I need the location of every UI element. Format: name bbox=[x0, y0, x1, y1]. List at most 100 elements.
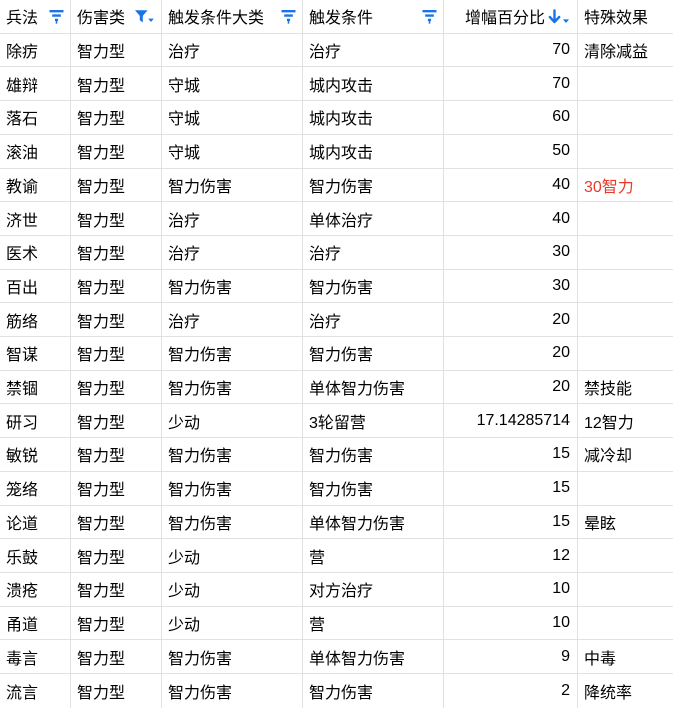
sort-desc-icon[interactable] bbox=[547, 8, 570, 25]
cell-boost-percent[interactable]: 10 bbox=[444, 606, 578, 640]
cell-trigger-category[interactable]: 智力伤害 bbox=[162, 370, 303, 404]
cell-boost-percent[interactable]: 70 bbox=[444, 33, 578, 67]
cell-damage-type[interactable]: 智力型 bbox=[71, 572, 162, 606]
cell-trigger-category[interactable]: 守城 bbox=[162, 134, 303, 168]
cell-skill-name[interactable]: 笼络 bbox=[0, 471, 71, 505]
cell-special-effect[interactable] bbox=[578, 269, 673, 303]
cell-trigger-condition[interactable]: 单体智力伤害 bbox=[303, 640, 444, 674]
cell-damage-type[interactable]: 智力型 bbox=[71, 438, 162, 471]
cell-special-effect[interactable] bbox=[578, 235, 673, 269]
cell-skill-name[interactable]: 智谋 bbox=[0, 337, 71, 370]
filter-icon[interactable] bbox=[49, 9, 64, 24]
cell-trigger-condition[interactable]: 单体智力伤害 bbox=[303, 505, 444, 539]
cell-trigger-condition[interactable]: 智力伤害 bbox=[303, 471, 444, 505]
cell-skill-name[interactable]: 雄辩 bbox=[0, 67, 71, 101]
cell-trigger-condition[interactable]: 单体治疗 bbox=[303, 202, 444, 235]
cell-boost-percent[interactable]: 15 bbox=[444, 471, 578, 505]
cell-boost-percent[interactable]: 9 bbox=[444, 640, 578, 674]
cell-trigger-category[interactable]: 治疗 bbox=[162, 303, 303, 337]
cell-special-effect[interactable] bbox=[578, 303, 673, 337]
cell-skill-name[interactable]: 乐鼓 bbox=[0, 539, 71, 572]
cell-skill-name[interactable]: 禁锢 bbox=[0, 370, 71, 404]
cell-special-effect[interactable]: 清除减益 bbox=[578, 33, 673, 67]
cell-damage-type[interactable]: 智力型 bbox=[71, 674, 162, 708]
cell-trigger-condition[interactable]: 营 bbox=[303, 539, 444, 572]
cell-boost-percent[interactable]: 40 bbox=[444, 168, 578, 202]
cell-trigger-category[interactable]: 守城 bbox=[162, 101, 303, 134]
cell-damage-type[interactable]: 智力型 bbox=[71, 505, 162, 539]
cell-damage-type[interactable]: 智力型 bbox=[71, 202, 162, 235]
column-header-trigger-condition[interactable]: 触发条件 bbox=[303, 0, 444, 33]
cell-trigger-category[interactable]: 智力伤害 bbox=[162, 471, 303, 505]
cell-trigger-category[interactable]: 智力伤害 bbox=[162, 337, 303, 370]
cell-trigger-condition[interactable]: 城内攻击 bbox=[303, 101, 444, 134]
cell-special-effect[interactable]: 中毒 bbox=[578, 640, 673, 674]
cell-skill-name[interactable]: 济世 bbox=[0, 202, 71, 235]
cell-boost-percent[interactable]: 17.14285714 bbox=[444, 404, 578, 438]
cell-boost-percent[interactable]: 60 bbox=[444, 101, 578, 134]
filter-active-icon[interactable] bbox=[134, 9, 155, 24]
cell-damage-type[interactable]: 智力型 bbox=[71, 33, 162, 67]
cell-boost-percent[interactable]: 2 bbox=[444, 674, 578, 708]
cell-boost-percent[interactable]: 15 bbox=[444, 438, 578, 471]
cell-boost-percent[interactable]: 50 bbox=[444, 134, 578, 168]
cell-special-effect[interactable]: 禁技能 bbox=[578, 370, 673, 404]
cell-trigger-condition[interactable]: 城内攻击 bbox=[303, 67, 444, 101]
cell-trigger-category[interactable]: 智力伤害 bbox=[162, 640, 303, 674]
cell-skill-name[interactable]: 溃疮 bbox=[0, 572, 71, 606]
cell-damage-type[interactable]: 智力型 bbox=[71, 67, 162, 101]
cell-trigger-condition[interactable]: 治疗 bbox=[303, 303, 444, 337]
cell-boost-percent[interactable]: 70 bbox=[444, 67, 578, 101]
cell-trigger-category[interactable]: 治疗 bbox=[162, 33, 303, 67]
cell-special-effect[interactable]: 降统率 bbox=[578, 674, 673, 708]
cell-trigger-category[interactable]: 治疗 bbox=[162, 235, 303, 269]
cell-damage-type[interactable]: 智力型 bbox=[71, 404, 162, 438]
cell-trigger-category[interactable]: 智力伤害 bbox=[162, 269, 303, 303]
cell-skill-name[interactable]: 医术 bbox=[0, 235, 71, 269]
cell-boost-percent[interactable]: 30 bbox=[444, 235, 578, 269]
cell-skill-name[interactable]: 除疠 bbox=[0, 33, 71, 67]
column-header-boost-percent[interactable]: 增幅百分比 bbox=[444, 0, 578, 33]
cell-special-effect[interactable] bbox=[578, 337, 673, 370]
cell-trigger-category[interactable]: 智力伤害 bbox=[162, 505, 303, 539]
cell-damage-type[interactable]: 智力型 bbox=[71, 101, 162, 134]
cell-damage-type[interactable]: 智力型 bbox=[71, 303, 162, 337]
cell-special-effect[interactable]: 12智力 bbox=[578, 404, 673, 438]
cell-special-effect[interactable] bbox=[578, 572, 673, 606]
cell-trigger-category[interactable]: 智力伤害 bbox=[162, 438, 303, 471]
cell-boost-percent[interactable]: 10 bbox=[444, 572, 578, 606]
cell-boost-percent[interactable]: 30 bbox=[444, 269, 578, 303]
cell-trigger-condition[interactable]: 对方治疗 bbox=[303, 572, 444, 606]
cell-skill-name[interactable]: 滚油 bbox=[0, 134, 71, 168]
cell-trigger-condition[interactable]: 智力伤害 bbox=[303, 674, 444, 708]
cell-skill-name[interactable]: 甬道 bbox=[0, 606, 71, 640]
cell-special-effect[interactable] bbox=[578, 606, 673, 640]
cell-boost-percent[interactable]: 20 bbox=[444, 337, 578, 370]
column-header-damage-type[interactable]: 伤害类 bbox=[71, 0, 162, 33]
cell-skill-name[interactable]: 论道 bbox=[0, 505, 71, 539]
cell-trigger-condition[interactable]: 营 bbox=[303, 606, 444, 640]
cell-boost-percent[interactable]: 15 bbox=[444, 505, 578, 539]
cell-trigger-category[interactable]: 少动 bbox=[162, 539, 303, 572]
cell-skill-name[interactable]: 落石 bbox=[0, 101, 71, 134]
cell-trigger-category[interactable]: 少动 bbox=[162, 404, 303, 438]
cell-skill-name[interactable]: 筋络 bbox=[0, 303, 71, 337]
column-header-trigger-category[interactable]: 触发条件大类 bbox=[162, 0, 303, 33]
cell-trigger-category[interactable]: 智力伤害 bbox=[162, 168, 303, 202]
cell-damage-type[interactable]: 智力型 bbox=[71, 471, 162, 505]
cell-damage-type[interactable]: 智力型 bbox=[71, 606, 162, 640]
cell-special-effect[interactable] bbox=[578, 134, 673, 168]
cell-damage-type[interactable]: 智力型 bbox=[71, 370, 162, 404]
cell-special-effect[interactable] bbox=[578, 202, 673, 235]
cell-trigger-condition[interactable]: 智力伤害 bbox=[303, 168, 444, 202]
cell-trigger-condition[interactable]: 治疗 bbox=[303, 235, 444, 269]
cell-boost-percent[interactable]: 20 bbox=[444, 303, 578, 337]
cell-skill-name[interactable]: 流言 bbox=[0, 674, 71, 708]
cell-trigger-condition[interactable]: 智力伤害 bbox=[303, 269, 444, 303]
cell-trigger-condition[interactable]: 城内攻击 bbox=[303, 134, 444, 168]
filter-icon[interactable] bbox=[281, 9, 296, 24]
cell-damage-type[interactable]: 智力型 bbox=[71, 235, 162, 269]
column-header-special-effect[interactable]: 特殊效果 bbox=[578, 0, 673, 33]
cell-damage-type[interactable]: 智力型 bbox=[71, 539, 162, 572]
cell-damage-type[interactable]: 智力型 bbox=[71, 640, 162, 674]
